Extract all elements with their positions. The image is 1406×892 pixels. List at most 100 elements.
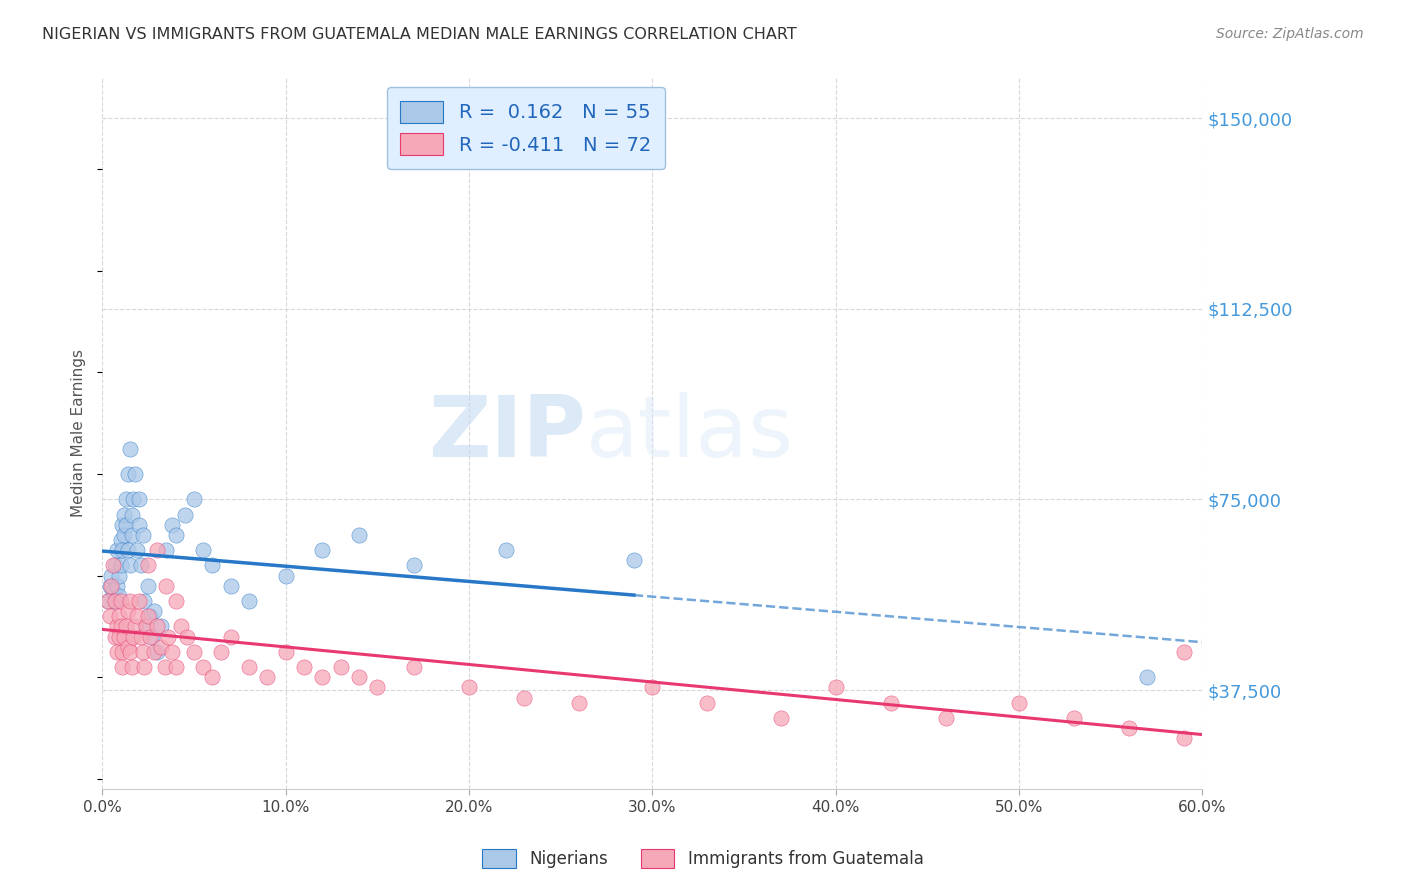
Point (118, 442, 141, 456)
Point (128, 492, 150, 507)
Point (769, 711, 792, 725)
Point (107, 630, 129, 644)
Point (117, 604, 139, 618)
Point (165, 660, 187, 674)
Point (105, 645, 128, 659)
Point (105, 579, 128, 593)
Point (122, 492, 145, 507)
Point (311, 543, 333, 558)
Point (118, 558, 141, 573)
Point (157, 630, 180, 644)
Point (139, 630, 162, 644)
Point (495, 543, 517, 558)
Point (121, 508, 143, 522)
Point (146, 543, 169, 558)
Point (139, 609, 162, 624)
Point (141, 630, 163, 644)
Point (111, 660, 134, 674)
Point (457, 681, 479, 695)
Point (121, 528, 143, 542)
Point (219, 579, 242, 593)
Point (329, 660, 352, 674)
Point (824, 681, 846, 695)
Point (142, 645, 165, 659)
Point (115, 517, 138, 532)
Point (105, 619, 128, 633)
Point (103, 583, 125, 598)
Point (105, 543, 128, 558)
Point (124, 619, 146, 633)
Point (125, 543, 148, 558)
Point (124, 467, 146, 481)
Point (311, 670, 333, 684)
Point (135, 619, 157, 633)
Point (103, 558, 125, 573)
Point (879, 696, 901, 710)
Point (129, 630, 152, 644)
Point (209, 645, 232, 659)
Point (935, 711, 957, 725)
Point (107, 589, 129, 603)
Point (256, 670, 278, 684)
Point (292, 660, 315, 674)
Point (136, 558, 159, 573)
Point (100, 579, 122, 593)
Point (568, 696, 591, 710)
Point (1173, 645, 1195, 659)
Point (347, 670, 370, 684)
Point (110, 594, 132, 608)
Point (118, 645, 141, 659)
Point (238, 594, 260, 608)
Point (183, 492, 205, 507)
Point (160, 517, 183, 532)
Point (131, 645, 153, 659)
Point (146, 619, 169, 633)
Point (513, 690, 536, 705)
Point (641, 681, 664, 695)
Point (155, 579, 177, 593)
Point (131, 528, 153, 542)
Point (173, 508, 195, 522)
Point (134, 594, 156, 608)
Point (110, 558, 132, 573)
Point (111, 517, 134, 532)
Point (112, 508, 135, 522)
Point (170, 619, 193, 633)
Point (135, 619, 157, 633)
Point (347, 528, 370, 542)
Point (110, 619, 132, 633)
Point (98, 609, 121, 624)
Point (129, 558, 152, 573)
Point (402, 558, 425, 573)
Point (125, 609, 148, 624)
Point (134, 660, 156, 674)
Point (112, 528, 135, 542)
Point (107, 609, 129, 624)
Point (153, 660, 176, 674)
Point (1173, 731, 1195, 746)
Text: atlas: atlas (586, 392, 794, 475)
Point (1063, 711, 1085, 725)
Text: NIGERIAN VS IMMIGRANTS FROM GUATEMALA MEDIAN MALE EARNINGS CORRELATION CHART: NIGERIAN VS IMMIGRANTS FROM GUATEMALA ME… (42, 27, 797, 42)
Point (1136, 670, 1159, 684)
Point (97, 594, 120, 608)
Point (128, 594, 150, 608)
Point (117, 467, 139, 481)
Point (136, 609, 159, 624)
Point (366, 681, 388, 695)
Point (136, 579, 159, 593)
Text: Source: ZipAtlas.com: Source: ZipAtlas.com (1216, 27, 1364, 41)
Point (121, 660, 143, 674)
Point (111, 543, 134, 558)
Point (112, 630, 135, 644)
Point (104, 594, 127, 608)
Legend: Nigerians, Immigrants from Guatemala: Nigerians, Immigrants from Guatemala (475, 843, 931, 875)
Point (176, 630, 198, 644)
Point (100, 568, 122, 582)
Point (104, 558, 127, 573)
Point (696, 696, 718, 710)
Point (104, 594, 127, 608)
Point (274, 568, 297, 582)
Point (111, 645, 134, 659)
Point (1008, 696, 1031, 710)
